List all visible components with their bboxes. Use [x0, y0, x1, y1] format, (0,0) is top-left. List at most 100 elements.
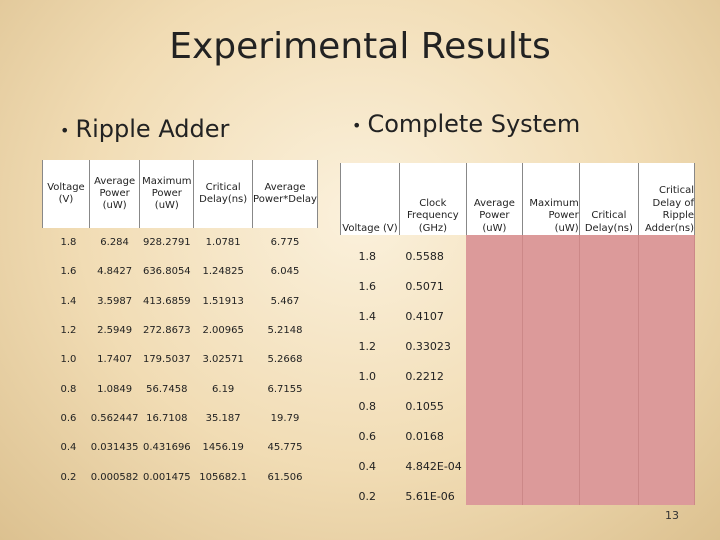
empty-cell: [522, 475, 580, 505]
table-row: 1.0 0.2212: [341, 355, 695, 385]
table-cell: 1.7407: [97, 354, 133, 366]
table-cell: 0.000582: [90, 471, 139, 483]
table-cell: 2.5949: [97, 325, 133, 337]
table-header-row: Voltage (V) Clock Frequency (GHz) Averag…: [340, 163, 695, 235]
table-row: 0.4 4.842E-04: [341, 445, 695, 475]
table-cell: 0.2212: [405, 370, 444, 383]
table-cell: 1.6: [60, 266, 77, 278]
empty-cell: [466, 265, 523, 295]
table-cell: 6.775: [270, 237, 300, 249]
table-cell: 4.8427: [97, 266, 133, 278]
header-maximum-power: Maximum Power (uW): [139, 160, 195, 228]
ripple-adder-heading: • Ripple Adder: [60, 115, 229, 143]
complete-system-heading: • Complete System: [352, 110, 580, 138]
table-cell: 1.4: [358, 310, 377, 323]
empty-cell: [579, 385, 640, 415]
table-cell: 1.0781: [205, 237, 241, 249]
table-cell: 0.431696: [142, 442, 191, 454]
table-cell: 0.8: [358, 400, 377, 413]
header-critical-delay: Critical Delay(ns): [578, 163, 640, 235]
empty-cell: [579, 265, 640, 295]
table-cell: 1.2: [358, 340, 377, 353]
ripple-adder-heading-text: Ripple Adder: [75, 115, 230, 143]
ripple-adder-table: Voltage (V) Average Power (uW) Maximum P…: [42, 160, 319, 492]
bullet-icon: •: [352, 115, 362, 135]
table-cell: 105682.1: [199, 471, 248, 483]
table-cell: 0.562447: [90, 412, 139, 424]
table-cell: 1.8: [60, 237, 77, 249]
table-cell: 0.4107: [405, 310, 444, 323]
table-row: 0.6 0.562447 16.7108 35.187 19.79: [43, 404, 318, 433]
table-cell: 0.5071: [405, 280, 444, 293]
table-cell: 0.8: [60, 383, 77, 395]
table-cell: 1.6: [358, 280, 377, 293]
empty-cell: [579, 325, 640, 355]
empty-cell: [522, 295, 580, 325]
empty-cell: [638, 385, 695, 415]
table-cell: 5.2668: [267, 354, 303, 366]
table-cell: 0.2: [358, 490, 377, 503]
empty-cell: [466, 355, 523, 385]
empty-cell: [522, 235, 580, 265]
table-cell: 0.001475: [142, 471, 191, 483]
table-cell: 0.1055: [405, 400, 444, 413]
table-row: 1.6 0.5071: [341, 265, 695, 295]
table-cell: 1.0849: [97, 383, 133, 395]
table-row: 0.8 0.1055: [341, 385, 695, 415]
empty-cell: [466, 475, 523, 505]
table-cell: 1.8: [358, 250, 377, 263]
slide-title: Experimental Results: [169, 26, 551, 67]
header-voltage: Voltage (V): [42, 160, 90, 228]
table-cell: 0.031435: [90, 442, 139, 454]
empty-cell: [522, 385, 580, 415]
table-row: 0.4 0.031435 0.431696 1456.19 45.775: [43, 433, 318, 462]
empty-cell: [466, 385, 523, 415]
header-average-power: Average Power (uW): [465, 163, 523, 235]
table-row: 1.0 1.7407 179.5037 3.02571 5.2668: [43, 345, 318, 374]
empty-cell: [466, 235, 523, 265]
empty-cell: [579, 355, 640, 385]
table-cell: 1.4: [60, 295, 77, 307]
table-cell: 5.467: [270, 295, 300, 307]
table-cell: 5.61E-06: [405, 490, 455, 503]
table-cell: 0.5588: [405, 250, 444, 263]
table-row: 0.6 0.0168: [341, 415, 695, 445]
table-cell: 272.8673: [142, 325, 191, 337]
table-cell: 413.6859: [142, 295, 191, 307]
table-header-row: Voltage (V) Average Power (uW) Maximum P…: [42, 160, 319, 228]
table-cell: 19.79: [270, 412, 300, 424]
table-cell: 1.51913: [202, 295, 244, 307]
table-cell: 1.0: [358, 370, 377, 383]
table-cell: 1.0: [60, 354, 77, 366]
table-cell: 45.775: [267, 442, 303, 454]
table-row: 1.8 0.5588: [341, 235, 695, 265]
header-maximum-power: Maximum Power (uW): [521, 163, 580, 235]
table-cell: 0.4: [358, 460, 377, 473]
complete-system-table: Voltage (V) Clock Frequency (GHz) Averag…: [340, 163, 695, 505]
table-cell: 56.7458: [146, 383, 188, 395]
table-cell: 35.187: [205, 412, 241, 424]
table-cell: 1.2: [60, 325, 77, 337]
empty-cell: [522, 355, 580, 385]
table-cell: 6.7155: [267, 383, 303, 395]
empty-cell: [579, 445, 640, 475]
empty-cell: [579, 295, 640, 325]
table-cell: 3.5987: [97, 295, 133, 307]
table-row: 1.4 3.5987 413.6859 1.51913 5.467: [43, 287, 318, 316]
header-average-power: Average Power (uW): [88, 160, 141, 228]
table-cell: 179.5037: [142, 354, 191, 366]
table-cell: 6.045: [270, 266, 300, 278]
empty-cell: [638, 475, 695, 505]
complete-system-heading-text: Complete System: [367, 110, 581, 138]
empty-cell: [466, 445, 523, 475]
empty-cell: [638, 445, 695, 475]
empty-cell: [638, 325, 695, 355]
table-row: 1.2 0.33023: [341, 325, 695, 355]
table-cell: 928.2791: [142, 237, 191, 249]
table-cell: 1.24825: [202, 266, 244, 278]
header-ripple-critical-delay: Critical Delay of Ripple Adder(ns): [638, 163, 695, 235]
empty-cell: [522, 445, 580, 475]
empty-cell: [466, 295, 523, 325]
table-cell: 2.00965: [202, 325, 244, 337]
table-row: 1.4 0.4107: [341, 295, 695, 325]
